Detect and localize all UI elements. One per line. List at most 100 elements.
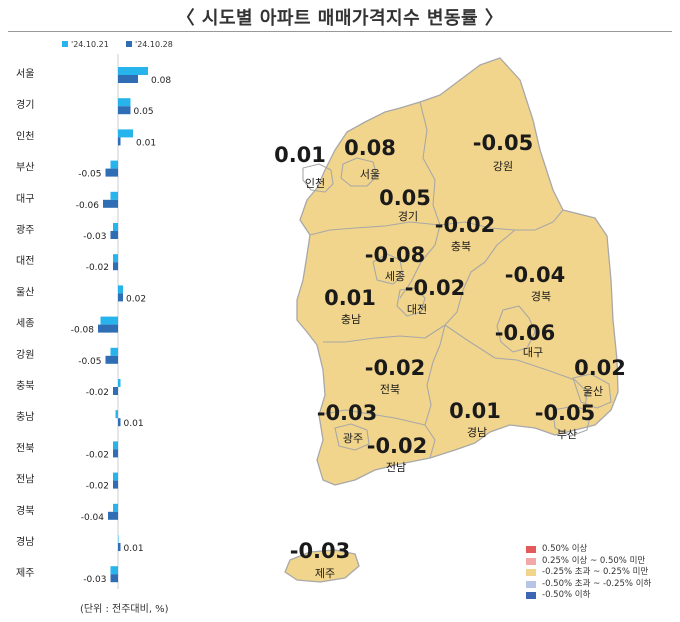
category-label: 전북 bbox=[16, 442, 34, 454]
bar-series-1 bbox=[113, 441, 118, 450]
bar-series-1 bbox=[110, 566, 118, 575]
category-label: 충북 bbox=[16, 380, 34, 392]
bar-row: 경남 0.01 bbox=[16, 535, 144, 554]
bar-row: 강원 -0.05 bbox=[16, 347, 118, 367]
page-title: 〈 시도별 아파트 매매가격지수 변동률 〉 bbox=[176, 8, 504, 29]
region-value: 0.01 bbox=[274, 143, 326, 167]
border-gyeonggi-gangwon bbox=[419, 101, 441, 226]
region-name: 제주 bbox=[315, 567, 335, 580]
bar-row: 인천 0.01 bbox=[16, 129, 156, 148]
legend-swatch bbox=[526, 546, 536, 553]
bar-series-2 bbox=[103, 199, 118, 208]
bar-series-2 bbox=[118, 137, 121, 146]
category-label: 서울 bbox=[16, 68, 34, 80]
category-label: 대전 bbox=[16, 255, 34, 267]
bar-series-1 bbox=[118, 67, 148, 75]
legend-label: -0.50% 초과 ~ -0.25% 이하 bbox=[542, 578, 652, 589]
legend-swatch bbox=[526, 592, 536, 599]
region-value: -0.03 bbox=[290, 539, 351, 563]
bar-row: 제주 -0.03 bbox=[16, 566, 118, 585]
border-daegu bbox=[496, 305, 536, 353]
category-label: 인천 bbox=[16, 130, 34, 142]
border-jeonbuk-jeonnam bbox=[318, 409, 426, 426]
title-bar: 〈 시도별 아파트 매매가격지수 변동률 〉 bbox=[0, 0, 680, 34]
legend-label: -0.50% 이하 bbox=[542, 590, 591, 600]
bar-data-label: -0.05 bbox=[78, 357, 101, 367]
bar-series-2 bbox=[118, 543, 121, 551]
category-label: 대구 bbox=[16, 193, 34, 205]
region-name: 대전 bbox=[407, 303, 427, 316]
category-label: 세종 bbox=[16, 318, 34, 330]
bar-series-2 bbox=[113, 480, 118, 489]
region-name: 강원 bbox=[493, 160, 513, 173]
bar-data-label: 0.01 bbox=[124, 419, 144, 429]
region-borders bbox=[302, 101, 612, 459]
bar-data-label: -0.05 bbox=[78, 170, 101, 180]
border-sejong bbox=[372, 253, 404, 285]
category-label: 울산 bbox=[16, 286, 34, 298]
region-value: -0.08 bbox=[365, 243, 426, 267]
region-name: 전남 bbox=[386, 461, 406, 474]
map-legend: 0.50% 이상 0.25% 이상 ~ 0.50% 미만 -0.25% 초과 ~… bbox=[524, 544, 680, 602]
border-busan bbox=[552, 405, 592, 437]
region-value: -0.02 bbox=[367, 434, 428, 458]
border-chungbuk-gyeongbuk bbox=[444, 229, 516, 326]
region-name: 충남 bbox=[341, 313, 361, 326]
bar-series-1 bbox=[110, 160, 118, 169]
bar-row: 서울 0.08 bbox=[16, 67, 171, 86]
bar-data-label: -0.02 bbox=[86, 450, 109, 460]
category-label: 전남 bbox=[16, 474, 34, 486]
bar-series-1 bbox=[113, 223, 118, 231]
bar-series-2 bbox=[105, 168, 118, 177]
bar-series-2 bbox=[113, 387, 118, 395]
bar-series-2 bbox=[118, 418, 121, 427]
bar-series-2 bbox=[98, 324, 118, 333]
bar-series-2 bbox=[105, 355, 118, 364]
legend-item: -0.50% 이하 bbox=[524, 590, 680, 602]
bar-row: 대전 -0.02 bbox=[16, 254, 118, 273]
bar-data-label: -0.03 bbox=[83, 232, 106, 242]
category-label: 제주 bbox=[16, 567, 34, 579]
bar-row: 경기 0.05 bbox=[16, 98, 154, 117]
bar-series-1 bbox=[118, 535, 119, 543]
border-chungnam-chungbuk bbox=[399, 224, 441, 299]
bar-series-1 bbox=[110, 191, 118, 200]
bar-data-label: -0.08 bbox=[71, 326, 95, 336]
region-value: -0.05 bbox=[535, 401, 596, 425]
bar-data-label: 0.05 bbox=[134, 107, 154, 117]
bar-legend: '24.10.21 '24.10.28 bbox=[62, 40, 173, 49]
border-chungnam-south bbox=[323, 324, 446, 343]
region-value: -0.02 bbox=[365, 356, 426, 380]
border-gyeongbuk-gyeongnam bbox=[444, 324, 588, 409]
bar-row: 충남 0.01 bbox=[16, 410, 144, 429]
jeju-outline bbox=[284, 549, 360, 583]
region-value: 0.02 bbox=[574, 356, 626, 380]
bar-series-1 bbox=[113, 503, 118, 512]
bar-series-1 bbox=[113, 472, 118, 481]
map-regions bbox=[284, 57, 619, 583]
mainland-outline bbox=[296, 57, 619, 486]
category-label: 부산 bbox=[16, 162, 34, 174]
region-name: 충북 bbox=[451, 240, 471, 253]
bar-row: 전남 -0.02 bbox=[16, 472, 118, 492]
border-ulsan bbox=[572, 373, 612, 409]
legend-item: -0.25% 초과 ~ 0.25% 미만 bbox=[524, 567, 680, 579]
bar-row: 대구 -0.06 bbox=[16, 191, 118, 211]
region-value: 0.01 bbox=[449, 399, 501, 423]
bar-data-label: -0.06 bbox=[76, 201, 100, 211]
region-value: -0.03 bbox=[317, 401, 378, 425]
bar-series-1 bbox=[118, 129, 133, 138]
border-gyeonggi-south bbox=[309, 221, 441, 236]
bar-data-label: -0.02 bbox=[86, 263, 109, 273]
region-name: 전북 bbox=[380, 383, 400, 396]
bar-series-1 bbox=[113, 254, 118, 263]
legend-label-series-1: '24.10.21 bbox=[71, 40, 109, 49]
legend-label-series-2: '24.10.28 bbox=[135, 40, 173, 49]
legend-label: -0.25% 초과 ~ 0.25% 미만 bbox=[542, 567, 649, 577]
legend-item: -0.50% 초과 ~ -0.25% 이하 bbox=[524, 579, 680, 591]
title-divider bbox=[8, 31, 672, 32]
category-label: 광주 bbox=[16, 224, 34, 236]
bar-series-2 bbox=[118, 293, 123, 302]
